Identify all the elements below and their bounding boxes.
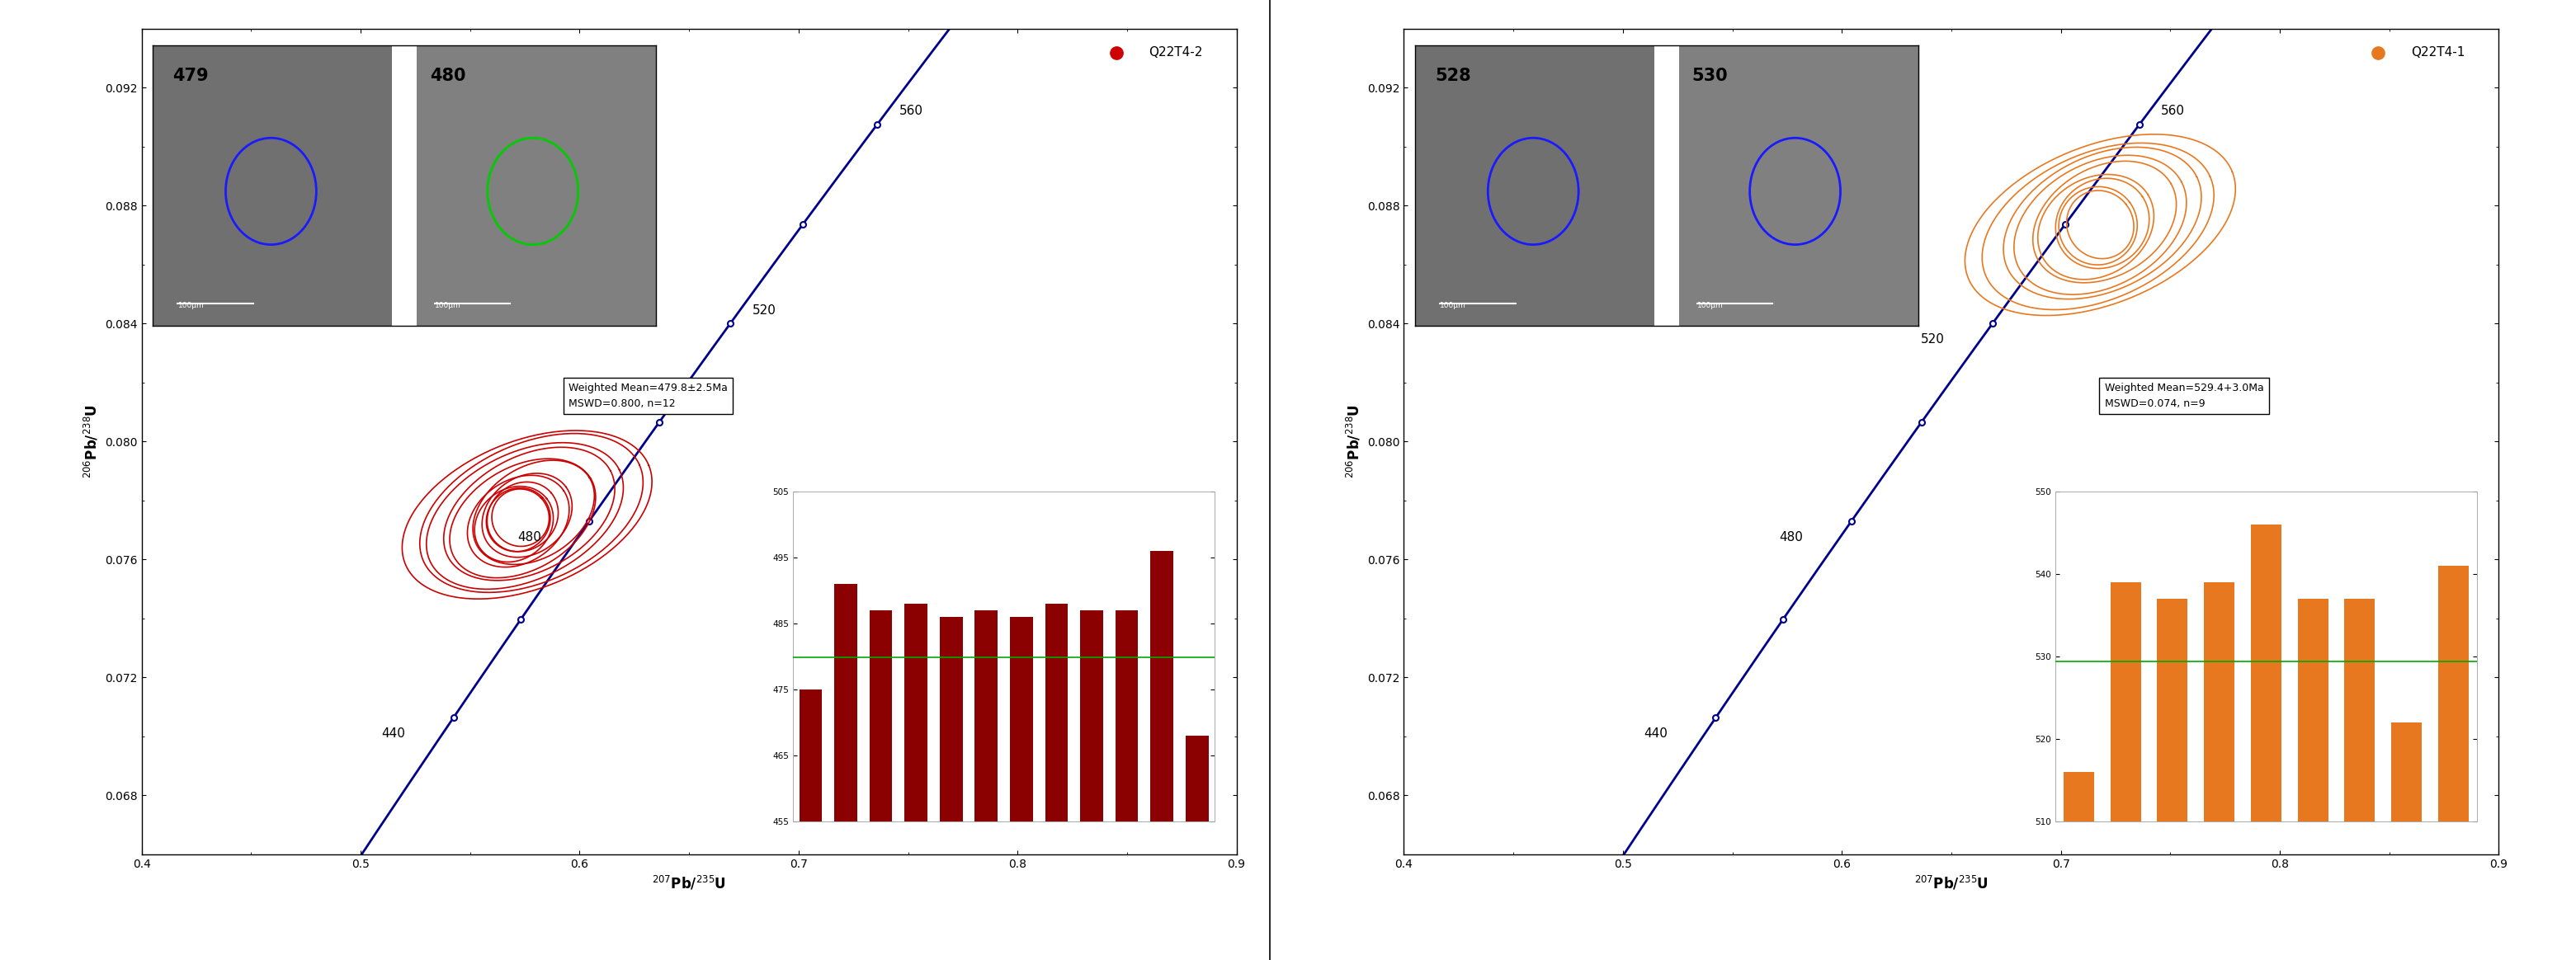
Text: Weighted Mean=529.4+3.0Ma
MSWD=0.074, n=9: Weighted Mean=529.4+3.0Ma MSWD=0.074, n=… bbox=[2105, 383, 2264, 409]
Text: Weighted Mean=479.8±2.5Ma
MSWD=0.800, n=12: Weighted Mean=479.8±2.5Ma MSWD=0.800, n=… bbox=[569, 383, 729, 409]
Text: 480: 480 bbox=[518, 531, 541, 543]
Text: 560: 560 bbox=[899, 105, 922, 117]
Text: Q22T4-2: Q22T4-2 bbox=[1149, 46, 1203, 59]
Text: 520: 520 bbox=[752, 304, 775, 317]
Y-axis label: $^{206}$Pb/$^{238}$U: $^{206}$Pb/$^{238}$U bbox=[82, 404, 100, 479]
X-axis label: $^{207}$Pb/$^{235}$U: $^{207}$Pb/$^{235}$U bbox=[652, 875, 726, 892]
Text: 440: 440 bbox=[1643, 728, 1667, 740]
Text: Q22T4-1: Q22T4-1 bbox=[2411, 46, 2465, 59]
Text: 520: 520 bbox=[1922, 333, 1945, 346]
X-axis label: $^{207}$Pb/$^{235}$U: $^{207}$Pb/$^{235}$U bbox=[1914, 875, 1989, 892]
Text: 480: 480 bbox=[1780, 531, 1803, 543]
Text: 560: 560 bbox=[2161, 105, 2184, 117]
Y-axis label: $^{206}$Pb/$^{238}$U: $^{206}$Pb/$^{238}$U bbox=[1345, 404, 1363, 479]
Text: 440: 440 bbox=[381, 728, 404, 740]
